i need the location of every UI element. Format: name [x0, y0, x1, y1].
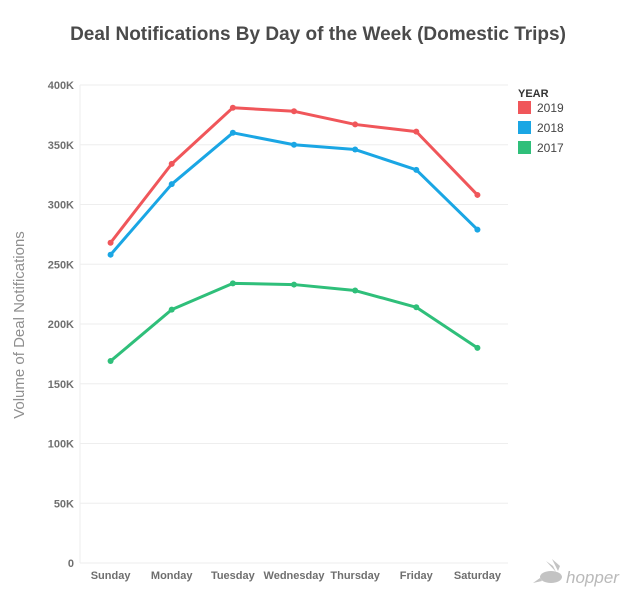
- data-point: [413, 166, 420, 173]
- series-line: [109, 281, 479, 363]
- y-tick-label: 300K: [48, 200, 74, 212]
- series-group: [107, 104, 481, 365]
- data-point: [474, 344, 481, 351]
- data-point: [474, 191, 481, 198]
- data-point: [229, 104, 236, 111]
- data-point: [168, 181, 175, 188]
- data-point: [168, 160, 175, 167]
- data-point: [291, 108, 297, 115]
- series-2019: [107, 104, 481, 246]
- y-tick-label: 250K: [48, 259, 74, 271]
- data-point: [413, 304, 420, 311]
- data-point: [291, 281, 297, 288]
- data-point: [291, 141, 297, 148]
- data-point: [107, 251, 114, 258]
- data-point: [107, 358, 114, 365]
- x-tick-label: Monday: [151, 570, 193, 582]
- x-tick-label: Saturday: [454, 570, 502, 582]
- data-point: [229, 129, 236, 136]
- legend-swatch: [518, 141, 531, 154]
- data-point: [352, 121, 359, 128]
- x-tick-label: Tuesday: [211, 570, 256, 582]
- y-tick-label: 50K: [54, 498, 74, 510]
- legend-label: 2018: [537, 121, 564, 135]
- legend-label: 2017: [537, 141, 564, 155]
- y-tick-label: 100K: [48, 439, 74, 451]
- x-tick-label: Wednesday: [264, 570, 326, 582]
- x-tick-label: Thursday: [330, 570, 380, 582]
- x-tick-label: Sunday: [91, 570, 132, 582]
- series-line: [109, 131, 479, 257]
- legend-swatch: [518, 101, 531, 114]
- series-2017: [107, 280, 481, 365]
- y-axis-ticks: 0 50K 100K 150K 200K 250K 300K 350K 400K: [48, 80, 74, 570]
- data-point: [413, 128, 420, 135]
- data-point: [352, 146, 359, 153]
- legend-swatch: [518, 121, 531, 134]
- data-point: [229, 280, 236, 287]
- data-point: [107, 239, 114, 246]
- rabbit-icon: [533, 559, 562, 583]
- x-axis-ticks: Sunday Monday Tuesday Wednesday Thursday Frid…: [91, 570, 502, 582]
- y-tick-label: 350K: [48, 140, 74, 152]
- y-tick-label: 400K: [48, 80, 74, 92]
- y-axis-label: Volume of Deal Notifications: [11, 231, 28, 419]
- y-tick-label: 150K: [48, 379, 74, 391]
- x-tick-label: Friday: [400, 570, 434, 582]
- y-tick-label: 0: [68, 558, 74, 570]
- chart-title: Deal Notifications By Day of the Week (D…: [70, 24, 566, 45]
- legend-label: 2019: [537, 101, 564, 115]
- legend-items: 2019 2018 2017: [518, 101, 564, 155]
- hopper-logo: hopper: [533, 559, 620, 587]
- data-point: [168, 306, 175, 313]
- logo-text: hopper: [566, 568, 620, 587]
- data-point: [352, 287, 359, 294]
- series-2018: [107, 129, 481, 258]
- y-tick-label: 200K: [48, 319, 74, 331]
- legend: YEAR 2019 2018 2017: [518, 88, 564, 155]
- gridlines: [79, 84, 508, 564]
- legend-title: YEAR: [518, 88, 549, 100]
- data-point: [474, 226, 481, 233]
